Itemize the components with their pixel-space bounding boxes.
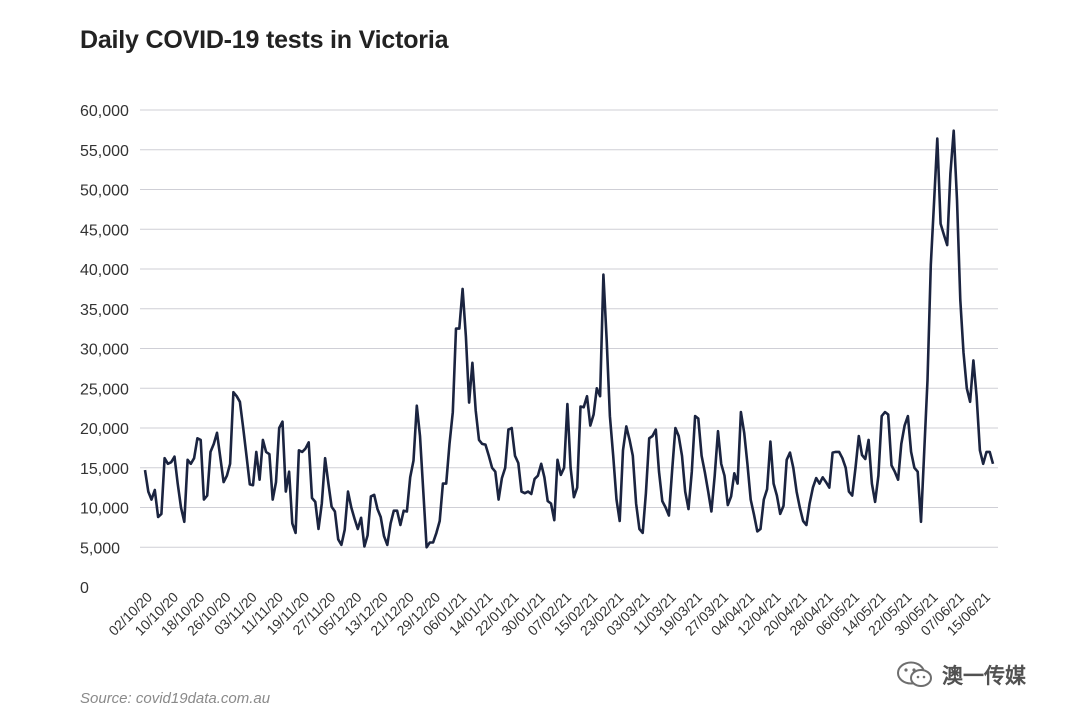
watermark-text: 澳一传媒: [942, 665, 1026, 688]
y-tick-label: 40,000: [80, 262, 129, 279]
y-axis-ticks: 0 5,000 10,000 15,000 20,000 25,000 30,000 35,0…: [80, 103, 129, 597]
source-note: Source: covid19data.com.au: [80, 690, 271, 707]
y-tick-label: 35,000: [80, 302, 129, 319]
y-tick-label: 55,000: [80, 143, 129, 160]
y-tick-label: 10,000: [80, 501, 129, 518]
y-tick-label: 15,000: [80, 461, 129, 478]
series-line-daily-tests: [143, 129, 995, 549]
y-tick-label: 25,000: [80, 381, 129, 398]
y-tick-label: 0: [80, 580, 89, 597]
wechat-icon: [897, 661, 932, 687]
series-layer: [143, 129, 995, 549]
y-tick-label: 60,000: [80, 103, 129, 120]
watermark: 澳一传媒: [896, 660, 1026, 690]
y-tick-label: 20,000: [80, 421, 129, 438]
y-tick-label: 30,000: [80, 342, 129, 359]
y-tick-label: 5,000: [80, 540, 120, 557]
y-tick-label: 45,000: [80, 222, 129, 239]
chart-title: Daily COVID-19 tests in Victoria: [80, 26, 449, 54]
gridlines: [140, 109, 998, 548]
y-tick-label: 50,000: [80, 183, 129, 200]
x-axis-ticks: 02/10/2010/10/2018/10/2026/10/2003/11/20…: [105, 589, 993, 639]
